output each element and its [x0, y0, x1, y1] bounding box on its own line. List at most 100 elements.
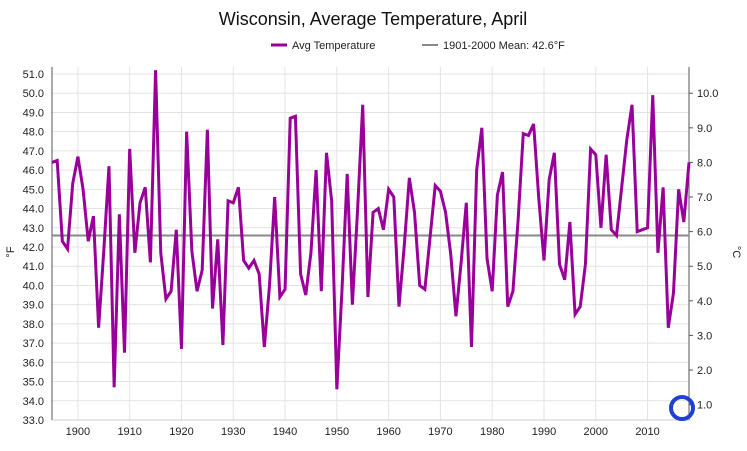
data-point[interactable] [495, 193, 500, 198]
data-point[interactable] [86, 239, 91, 244]
data-point[interactable] [614, 233, 619, 238]
data-point[interactable] [396, 304, 401, 309]
data-point[interactable] [158, 250, 163, 255]
data-point[interactable] [536, 196, 541, 201]
data-point[interactable] [143, 185, 148, 190]
data-point[interactable] [376, 206, 381, 211]
data-point[interactable] [117, 212, 122, 217]
data-point[interactable] [666, 325, 671, 330]
data-point[interactable] [65, 246, 70, 251]
data-point[interactable] [588, 146, 593, 151]
data-point[interactable] [485, 256, 490, 261]
data-point[interactable] [153, 68, 158, 73]
data-point[interactable] [650, 93, 655, 98]
data-point[interactable] [402, 245, 407, 250]
data-point[interactable] [681, 220, 686, 225]
data-point[interactable] [443, 210, 448, 215]
data-point[interactable] [215, 237, 220, 242]
data-point[interactable] [593, 152, 598, 157]
data-point[interactable] [464, 200, 469, 205]
data-point[interactable] [453, 314, 458, 319]
data-point[interactable] [184, 129, 189, 134]
data-point[interactable] [127, 146, 132, 151]
data-point[interactable] [132, 250, 137, 255]
data-point[interactable] [661, 185, 666, 190]
data-point[interactable] [583, 262, 588, 267]
legend-item-avg-temperature[interactable]: Avg Temperature [271, 40, 375, 52]
data-point[interactable] [122, 350, 127, 355]
data-point[interactable] [640, 227, 645, 232]
data-point[interactable] [345, 171, 350, 176]
data-point[interactable] [635, 229, 640, 234]
data-point[interactable] [516, 218, 521, 223]
data-point[interactable] [350, 302, 355, 307]
data-point[interactable] [547, 177, 552, 182]
data-point[interactable] [251, 258, 256, 263]
data-point[interactable] [220, 343, 225, 348]
data-point[interactable] [438, 189, 443, 194]
data-point[interactable] [324, 150, 329, 155]
data-point[interactable] [448, 252, 453, 257]
data-point[interactable] [433, 183, 438, 188]
data-point[interactable] [365, 294, 370, 299]
data-point[interactable] [303, 293, 308, 298]
data-point[interactable] [609, 227, 614, 232]
data-point[interactable] [552, 150, 557, 155]
data-point[interactable] [630, 102, 635, 107]
data-point[interactable] [169, 289, 174, 294]
data-point[interactable] [645, 225, 650, 230]
data-point[interactable] [428, 235, 433, 240]
data-point[interactable] [174, 227, 179, 232]
data-point[interactable] [671, 291, 676, 296]
data-point[interactable] [391, 195, 396, 200]
data-point[interactable] [195, 289, 200, 294]
data-point[interactable] [262, 344, 267, 349]
data-point[interactable] [246, 266, 251, 271]
data-point[interactable] [293, 114, 298, 119]
data-point[interactable] [676, 187, 681, 192]
data-point[interactable] [277, 294, 282, 299]
data-point[interactable] [655, 250, 660, 255]
data-point[interactable] [148, 260, 153, 265]
data-point[interactable] [241, 258, 246, 263]
data-point[interactable] [189, 248, 194, 253]
data-point[interactable] [407, 175, 412, 180]
data-point[interactable] [283, 287, 288, 292]
data-point[interactable] [474, 168, 479, 173]
data-point[interactable] [308, 250, 313, 255]
data-point[interactable] [381, 227, 386, 232]
data-point[interactable] [272, 195, 277, 200]
data-point[interactable] [490, 289, 495, 294]
data-point[interactable] [531, 121, 536, 126]
data-point[interactable] [500, 170, 505, 175]
data-point[interactable] [624, 137, 629, 142]
data-point[interactable] [257, 271, 262, 276]
data-point[interactable] [231, 200, 236, 205]
data-point[interactable] [329, 198, 334, 203]
data-point[interactable] [81, 187, 86, 192]
data-point[interactable] [541, 258, 546, 263]
data-point[interactable] [200, 268, 205, 273]
data-point[interactable] [567, 220, 572, 225]
data-point[interactable] [459, 260, 464, 265]
data-point[interactable] [422, 287, 427, 292]
data-point[interactable] [578, 304, 583, 309]
data-point[interactable] [526, 133, 531, 138]
data-point[interactable] [226, 198, 231, 203]
data-point[interactable] [619, 185, 624, 190]
data-point[interactable] [106, 164, 111, 169]
data-point[interactable] [521, 131, 526, 136]
data-point[interactable] [314, 168, 319, 173]
data-point[interactable] [205, 127, 210, 132]
data-point[interactable] [96, 325, 101, 330]
data-point[interactable] [55, 158, 60, 163]
data-point[interactable] [360, 102, 365, 107]
data-point[interactable] [598, 225, 603, 230]
data-point[interactable] [101, 248, 106, 253]
data-point[interactable] [417, 283, 422, 288]
data-point[interactable] [479, 125, 484, 130]
data-point[interactable] [573, 312, 578, 317]
data-point[interactable] [557, 262, 562, 267]
data-point[interactable] [112, 385, 117, 390]
data-point[interactable] [386, 187, 391, 192]
